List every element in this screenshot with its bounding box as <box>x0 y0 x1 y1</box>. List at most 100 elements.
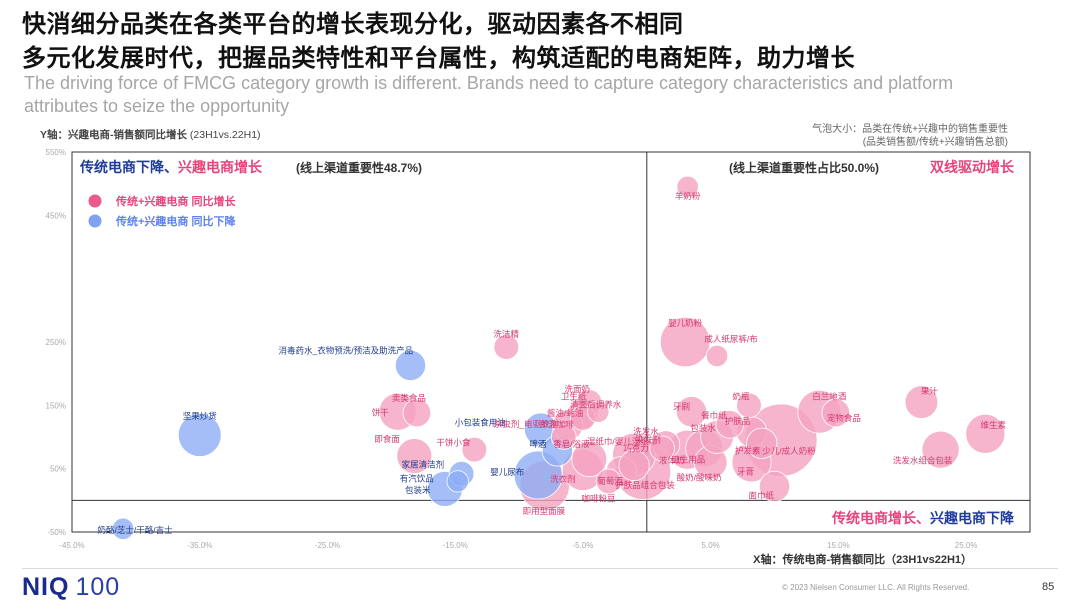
bubble-label: 清面后调养水 <box>570 400 622 410</box>
y-tick-label: 150% <box>46 401 66 410</box>
bubble-label: 液体奶 <box>659 456 685 466</box>
bubble-size-note-line1: 气泡大小：品类在传统+兴趣中的销售重要性 <box>812 124 1008 135</box>
bubble-size-note-line2: (品类销售额/传统+兴趣销售总额) <box>862 137 1008 148</box>
bubble-label: 包装水 <box>690 423 716 433</box>
quadrant-top-right-note: (线上渠道重要性占比50.0%) <box>729 160 879 175</box>
bubble-point <box>177 413 222 457</box>
quadrant-top-right-title: 双线驱动增长 <box>930 159 1015 175</box>
bubble-size-note: 气泡大小：品类在传统+兴趣中的销售重要性 (品类销售额/传统+兴趣销售总额) <box>812 123 1008 149</box>
copyright: © 2023 Nielsen Consumer LLC. All Rights … <box>782 583 970 592</box>
page-title-line2: 多元化发展时代，把握品类特性和平台属性，构筑适配的电商矩阵，助力增长 <box>22 45 855 72</box>
bubble-label: 护肤品组合包装 <box>615 480 675 490</box>
bubble-label: 消毒药水_衣物预洗/预洁及助洗产品 <box>278 345 413 355</box>
x-tick-label: 15.0% <box>827 541 850 550</box>
page-subtitle: The driving force of FMCG category growt… <box>24 73 954 116</box>
bubble-label: 餐巾纸 <box>701 410 727 420</box>
bubble-label: 湿纸巾/婴儿湿纸巾 <box>587 437 657 447</box>
bubble-label: 饼干 <box>372 408 390 418</box>
bubble-label: 卖类食品 <box>392 393 426 403</box>
y-tick-label: 450% <box>46 211 66 220</box>
bubble-label: 小包装食用油 <box>455 417 506 427</box>
bubble-label: 啤酒 <box>529 439 547 449</box>
bubble-point <box>904 385 939 419</box>
y-tick-label: 550% <box>46 148 66 157</box>
y-tick-label: 50% <box>50 465 66 474</box>
bubble-label: 干饼小食 <box>436 438 471 448</box>
bubble-label: 羊奶粉 <box>675 191 701 201</box>
bubble-point <box>595 468 622 495</box>
quadrant-top-left-note: (线上渠道重要性48.7%) <box>296 160 422 175</box>
bubble-point <box>758 470 791 502</box>
bubble-label: 洗衣剂 <box>550 474 576 484</box>
quadrant-bottom-right-title: 传统电商增长、兴趣电商下降 <box>831 510 1015 526</box>
bubble-label: 婴儿奶粉 <box>668 318 703 328</box>
bubble-point <box>675 396 708 428</box>
bubble-label: 即用型面膜 <box>523 506 566 516</box>
bubble-label: 葡萄酒 <box>597 476 623 486</box>
bubble-point <box>736 392 762 419</box>
x-tick-label: -25.0% <box>315 541 340 550</box>
x-tick-label: 5.0% <box>702 541 720 550</box>
bubble-label: 宠物食品 <box>827 413 861 423</box>
bubble-label: 杀虫剂_电驱蚊剂 <box>494 419 558 429</box>
bubble-label: 染发剂 <box>635 434 661 444</box>
bubble-label: 即食面 <box>374 434 400 444</box>
bubble-point <box>402 398 432 428</box>
bubble-label: 护发素 <box>735 445 761 455</box>
bubble-point <box>965 413 1006 454</box>
y-tick-label: -50% <box>47 528 66 537</box>
bubble-point <box>676 175 699 198</box>
niq-logo-text: NIQ <box>22 573 70 601</box>
bubble-label: 维生素 <box>981 420 1007 430</box>
bubble-point <box>649 435 675 462</box>
y-axis-title-main: Y轴：兴趣电商-销售额同比增长 <box>40 129 187 141</box>
bubble-point <box>396 438 433 474</box>
bubble-label: 洗发水组合包装 <box>893 456 953 466</box>
bubble-point <box>461 436 488 463</box>
x-tick-label: -15.0% <box>443 541 468 550</box>
legend-marker-pink <box>88 194 102 208</box>
bubble-label: 牙膏 <box>737 466 754 476</box>
x-axis-title: X轴：传统电商-销售额同比（23H1vs22H1） <box>753 552 972 566</box>
bubble-label: 卫生纸 <box>561 392 587 402</box>
bubble-label: 成人纸尿裤/布 <box>704 334 757 344</box>
quadrant-bottom-right-pink: 传统电商增长、 <box>831 510 930 526</box>
x-tick-label: -45.0% <box>59 541 84 550</box>
bubble-label: 巧克力 <box>623 444 649 454</box>
bubble-point <box>659 316 711 368</box>
bubble-label: 果汁 <box>921 386 939 396</box>
bubble-point <box>446 470 469 493</box>
bubble-label: 面巾纸 <box>749 490 775 500</box>
quadrant-top-left-blue: 传统电商下降、 <box>79 159 178 175</box>
legend-label-pink: 传统+兴趣电商 同比增长 <box>115 194 236 208</box>
page-title-line1: 快消细分品类在各类平台的增长表现分化，驱动因素各不相同 <box>22 11 684 38</box>
page-number: 85 <box>1042 581 1055 593</box>
bubble-point <box>493 334 520 360</box>
bubble-label: 少儿/成人奶粉 <box>762 446 816 456</box>
bubble-label: 咖啡粉豆 <box>581 493 615 503</box>
x-tick-label: -5.0% <box>572 541 593 550</box>
plot-frame <box>71 151 1031 533</box>
bubble-label: 洗发水 <box>633 427 659 437</box>
bubble-point <box>618 449 650 482</box>
bubble-point <box>571 441 608 478</box>
bubble-label: 奶瓶 <box>732 391 750 401</box>
y-axis-title-period: (23H1vs.22H1) <box>189 129 261 141</box>
y-axis-title: Y轴：兴趣电商-销售额同比增长 (23H1vs.22H1) <box>40 127 261 142</box>
x-tick-label: -35.0% <box>187 541 212 550</box>
bubble-label: 奶酪/芝士/干酪/吉士 <box>98 525 174 535</box>
bubble-label: 牙刷 <box>673 402 690 412</box>
x-tick-label: 25.0% <box>955 541 978 550</box>
bubble-label: 酱油/蚝油 <box>547 408 583 418</box>
bubble-label: 即溶咖啡 <box>540 420 575 430</box>
legend-label-blue: 传统+兴趣电商 同比下降 <box>115 214 236 228</box>
bubble-point <box>821 398 851 428</box>
bubble-label: 有汽饮品 <box>400 473 434 483</box>
bubble-label: 香皂/浴液 <box>553 439 590 449</box>
bubble-label: 白兰地酒 <box>812 392 847 402</box>
bubble-label: 洗洁精 <box>494 329 520 339</box>
legend-marker-blue <box>88 214 102 228</box>
bubble-point <box>921 430 960 469</box>
footer-divider <box>22 568 1058 569</box>
